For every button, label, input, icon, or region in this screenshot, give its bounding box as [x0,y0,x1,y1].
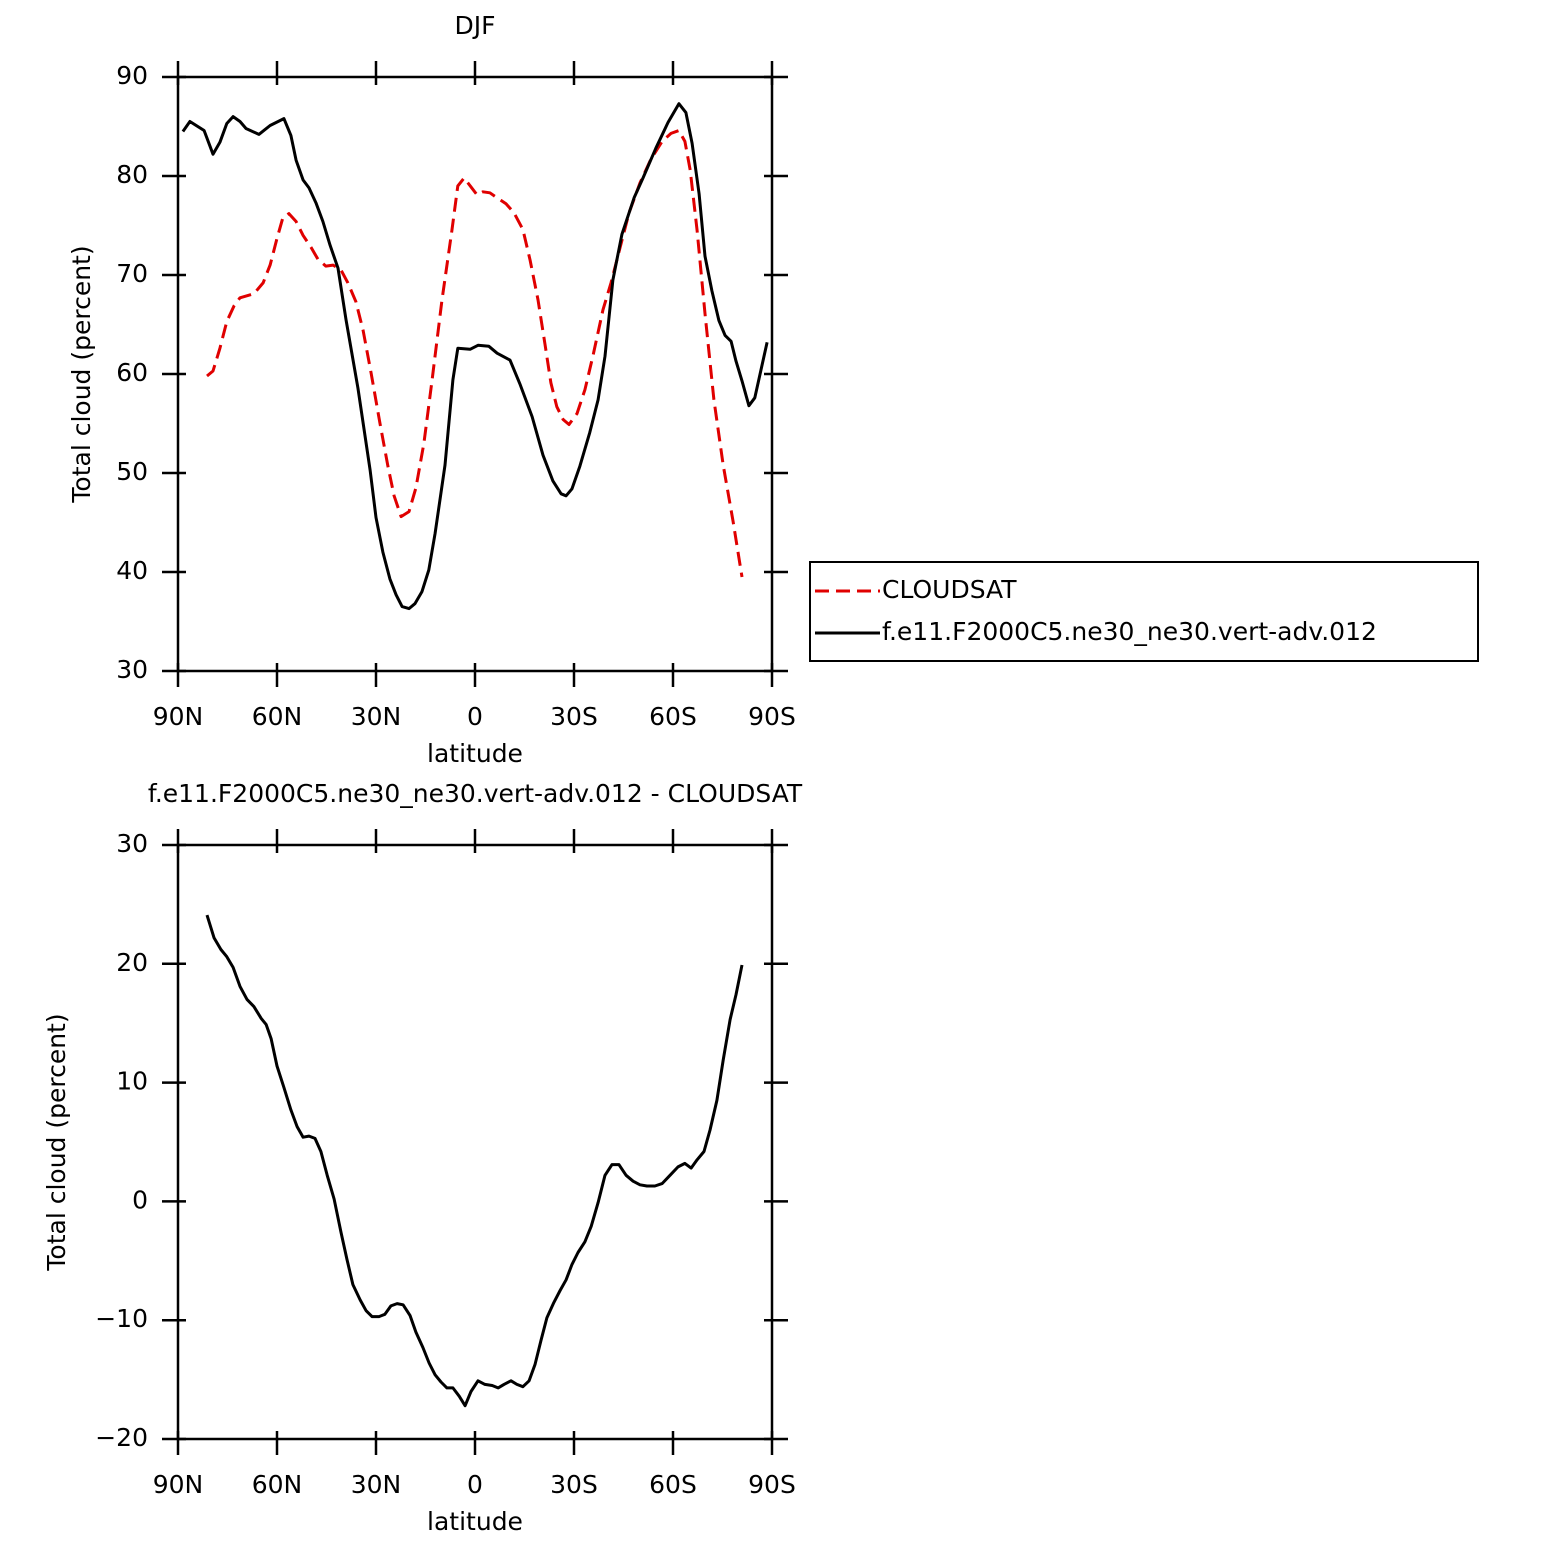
chart-title: DJF [454,11,495,40]
y-tick-label: 30 [116,655,148,684]
x-tick-label: 90N [153,1470,204,1499]
x-tick-label: 30N [351,1470,402,1499]
y-tick-label: 40 [116,556,148,585]
y-tick-label: 0 [132,1185,148,1214]
x-axis-label: latitude [427,1507,523,1536]
y-tick-label: 60 [116,358,148,387]
x-tick-label: 60S [649,1470,697,1499]
plot-frame [176,843,774,1441]
x-tick-label: 60S [649,702,697,731]
data-line [205,914,744,1408]
y-tick-label: −10 [95,1304,148,1333]
x-tick-label: 30S [550,702,598,731]
chart-title: f.e11.F2000C5.ne30_ne30.vert-adv.012 - C… [148,779,803,808]
data-line [181,102,769,611]
y-tick-label: 20 [116,948,148,977]
x-tick-label: 60N [252,702,303,731]
y-axis-label: Total cloud (percent) [67,245,96,503]
y-tick-label: 50 [116,457,148,486]
x-tick-label: 0 [467,1470,483,1499]
x-axis-label: latitude [427,739,523,768]
legend-box [809,561,1479,662]
plot-frame [176,75,774,673]
y-tick-label: 80 [116,160,148,189]
y-tick-label: 10 [116,1067,148,1096]
y-tick-label: −20 [95,1423,148,1452]
legend-label: CLOUDSAT [882,575,1017,604]
y-axis-label: Total cloud (percent) [42,1013,71,1271]
y-tick-label: 70 [116,259,148,288]
x-tick-label: 90N [153,702,204,731]
x-tick-label: 90S [748,702,796,731]
x-tick-label: 30N [351,702,402,731]
data-line [206,129,744,578]
x-tick-label: 30S [550,1470,598,1499]
y-tick-label: 90 [116,61,148,90]
y-tick-label: 30 [116,829,148,858]
x-tick-label: 0 [467,702,483,731]
x-tick-label: 90S [748,1470,796,1499]
legend-label: f.e11.F2000C5.ne30_ne30.vert-adv.012 [882,617,1377,646]
x-tick-label: 60N [252,1470,303,1499]
